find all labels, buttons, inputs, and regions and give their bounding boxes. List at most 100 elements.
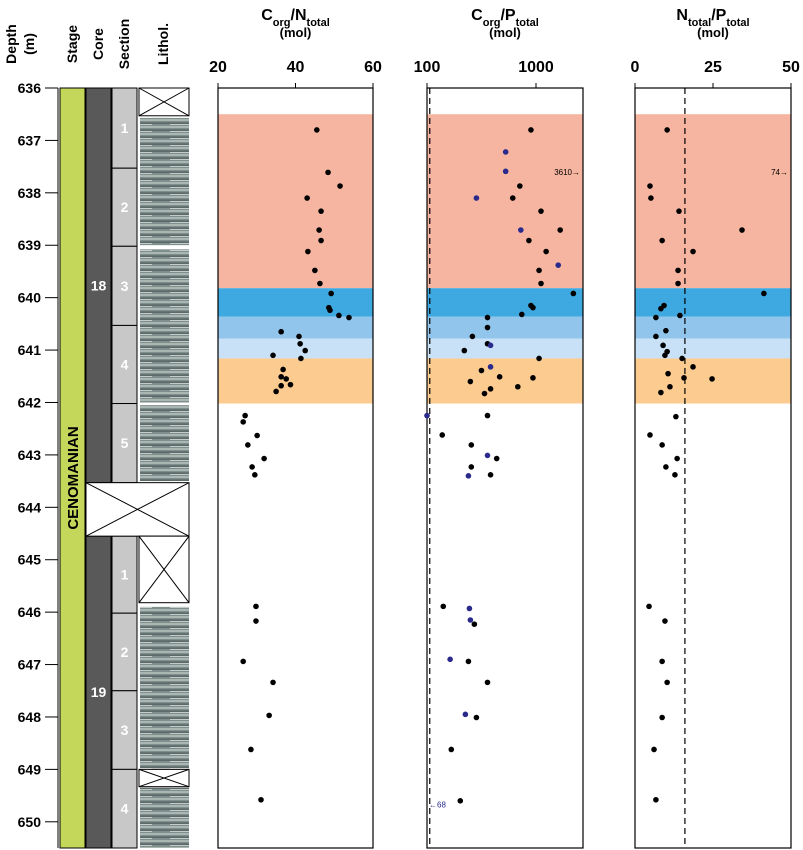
interval-band — [218, 358, 373, 404]
data-point — [249, 464, 255, 470]
data-point — [280, 366, 286, 373]
data-point — [659, 442, 665, 448]
data-point — [739, 227, 745, 233]
data-point — [570, 290, 577, 297]
data-point — [484, 324, 491, 331]
interval-band — [635, 288, 791, 317]
data-point — [484, 314, 491, 321]
data-point — [496, 374, 503, 380]
column-header: Core — [90, 28, 106, 60]
data-point — [337, 183, 343, 189]
title-part: total — [688, 17, 711, 29]
data-point — [316, 227, 322, 233]
data-point — [648, 195, 654, 201]
data-point — [325, 169, 331, 176]
data-point — [690, 364, 696, 370]
interval-band — [218, 288, 373, 317]
depth-tick-label: 649 — [18, 761, 42, 777]
data-point — [478, 367, 485, 374]
depth-tick-label: 640 — [18, 290, 42, 306]
data-point — [440, 603, 447, 610]
depth-tick-label: 637 — [18, 132, 42, 148]
title-part: C — [261, 7, 273, 24]
data-point — [467, 617, 474, 623]
data-point — [659, 237, 665, 244]
interval-band — [427, 114, 583, 289]
data-point — [261, 455, 267, 462]
data-point — [487, 364, 494, 370]
title-part: total — [516, 17, 539, 29]
data-point — [651, 746, 657, 753]
data-point — [663, 464, 669, 470]
data-point — [283, 376, 290, 382]
interval-band — [218, 338, 373, 359]
data-point — [473, 195, 480, 201]
data-point — [667, 383, 673, 390]
data-point — [318, 208, 324, 214]
data-point — [487, 342, 494, 349]
depth-tick-label: 639 — [18, 237, 42, 253]
data-point — [296, 333, 302, 340]
data-point — [242, 412, 248, 419]
data-point — [258, 796, 264, 803]
data-point — [328, 290, 334, 297]
panel-title: Corg/Ptotal — [471, 7, 539, 29]
data-point — [665, 370, 671, 377]
data-point — [297, 340, 303, 347]
data-point — [278, 328, 284, 335]
title-part: org — [483, 17, 501, 29]
data-point — [314, 127, 320, 133]
data-point — [664, 679, 670, 686]
title-part: total — [307, 17, 330, 29]
data-point — [658, 389, 664, 396]
data-point — [675, 267, 681, 274]
data-point — [659, 714, 665, 721]
interval-band — [635, 114, 791, 289]
data-point — [662, 352, 668, 359]
data-point — [502, 168, 509, 175]
data-point — [518, 227, 524, 233]
interval-band — [427, 288, 583, 317]
data-point — [254, 432, 260, 439]
title-part: /P — [711, 7, 726, 24]
data-point — [457, 798, 464, 804]
data-point — [346, 314, 352, 321]
missing-cross — [138, 87, 190, 117]
panel-subtitle: (mol) — [489, 25, 521, 40]
x-tick-label: 40 — [287, 59, 305, 76]
depth-tick-label: 644 — [18, 499, 42, 515]
core-label: 19 — [91, 684, 107, 700]
x-tick-label: 60 — [364, 59, 382, 76]
data-point — [327, 307, 333, 314]
depth-tick-label: 643 — [18, 447, 42, 463]
missing-cross — [138, 535, 190, 604]
panel-title: Corg/Ntotal — [261, 7, 330, 29]
data-point — [468, 464, 475, 470]
title-part: org — [273, 17, 291, 29]
data-point — [467, 378, 474, 385]
depth-tick-label: 650 — [18, 814, 42, 830]
data-point — [462, 711, 469, 718]
data-point — [709, 376, 715, 382]
depth-tick-label: 642 — [18, 394, 42, 410]
data-point — [484, 679, 491, 686]
panel-subtitle: (mol) — [280, 25, 312, 40]
depth-tick-label: 645 — [18, 552, 42, 568]
depth-tick-label: 647 — [18, 657, 42, 673]
section-label: 4 — [121, 356, 129, 372]
column-header: Section — [116, 19, 132, 70]
section-unit — [111, 87, 138, 169]
data-point — [287, 381, 294, 388]
data-point — [298, 355, 304, 362]
data-point — [509, 195, 516, 201]
core-photo — [140, 405, 189, 482]
data-point — [253, 618, 259, 624]
data-point — [468, 442, 475, 448]
section-label: 2 — [121, 199, 129, 215]
data-point — [278, 374, 284, 380]
data-point — [530, 304, 536, 311]
data-point — [664, 127, 670, 133]
data-point — [517, 183, 523, 189]
data-point — [318, 237, 324, 244]
